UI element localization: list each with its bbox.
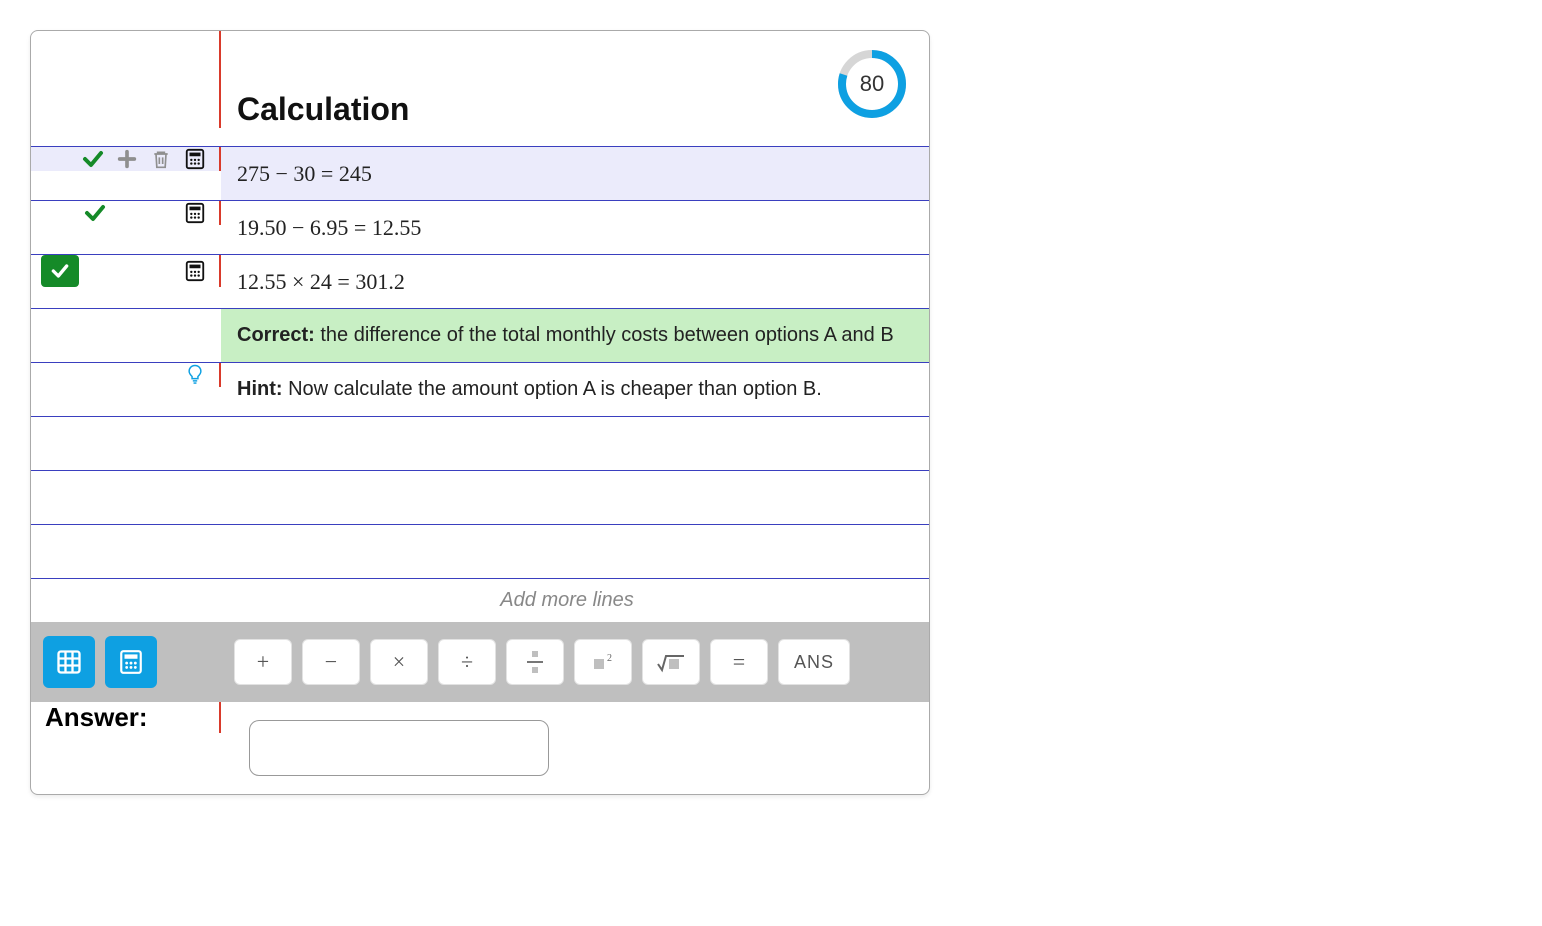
op-equals[interactable]: = — [710, 639, 768, 685]
feedback-row: Correct: the difference of the total mon… — [31, 308, 929, 362]
blank-line[interactable] — [31, 416, 929, 470]
table-mode-button[interactable] — [43, 636, 95, 688]
op-square[interactable]: 2 — [574, 639, 632, 685]
hint-margin — [31, 363, 221, 387]
op-plus[interactable]: + — [234, 639, 292, 685]
hint-label: Hint: — [237, 378, 283, 400]
progress-ring: 80 — [837, 49, 907, 119]
delete-line-icon[interactable] — [149, 147, 173, 171]
header: Calculation 80 — [31, 31, 929, 146]
blank-line[interactable] — [31, 524, 929, 578]
operator-buttons: + − × ÷ 2 = ANS — [167, 639, 917, 685]
feedback-body: the difference of the total monthly cost… — [315, 324, 894, 346]
header-content: Calculation — [221, 91, 929, 128]
calc-line[interactable]: 275 − 30 = 245 — [31, 146, 929, 200]
op-minus[interactable]: − — [302, 639, 360, 685]
answer-row: Answer: — [31, 702, 929, 794]
feedback-text: Correct: the difference of the total mon… — [221, 309, 929, 362]
op-times[interactable]: × — [370, 639, 428, 685]
hint-bulb-icon — [183, 363, 207, 387]
calculator-icon[interactable] — [183, 259, 207, 283]
calc-line[interactable]: 12.55 × 24 = 301.2 — [31, 254, 929, 308]
calc-expression[interactable]: 19.50 − 6.95 = 12.55 — [221, 201, 929, 254]
calc-expression[interactable]: 12.55 × 24 = 301.2 — [221, 255, 929, 308]
line-tools — [31, 147, 221, 171]
calculator-icon[interactable] — [183, 147, 207, 171]
check-icon — [81, 147, 105, 171]
op-ans[interactable]: ANS — [778, 639, 850, 685]
hint-row: Hint: Now calculate the amount option A … — [31, 362, 929, 416]
answer-label: Answer: — [31, 702, 221, 733]
blank-line[interactable] — [31, 470, 929, 524]
calculation-card: Calculation 80 275 − 30 = 245 — [30, 30, 930, 795]
calculator-mode-button[interactable] — [105, 636, 157, 688]
op-sqrt[interactable] — [642, 639, 700, 685]
page-title: Calculation — [237, 91, 913, 128]
line-tools — [31, 201, 221, 225]
header-margin — [31, 31, 221, 128]
add-line-icon[interactable] — [115, 147, 139, 171]
answer-input[interactable] — [249, 720, 549, 776]
add-more-label[interactable]: Add more lines — [221, 579, 929, 622]
math-toolbar: + − × ÷ 2 = ANS — [31, 622, 929, 702]
calc-line[interactable]: 19.50 − 6.95 = 12.55 — [31, 200, 929, 254]
add-more-lines[interactable]: Add more lines — [31, 578, 929, 622]
op-divide[interactable]: ÷ — [438, 639, 496, 685]
calc-expression[interactable]: 275 − 30 = 245 — [221, 147, 929, 200]
op-fraction[interactable] — [506, 639, 564, 685]
check-icon — [83, 201, 107, 225]
svg-text:2: 2 — [607, 653, 612, 664]
calculator-icon[interactable] — [183, 201, 207, 225]
line-tools — [31, 255, 221, 287]
progress-value: 80 — [837, 49, 907, 119]
check-badge-icon — [41, 255, 79, 287]
hint-text: Hint: Now calculate the amount option A … — [221, 363, 929, 416]
hint-body: Now calculate the amount option A is che… — [283, 378, 822, 400]
feedback-label: Correct: — [237, 324, 315, 346]
